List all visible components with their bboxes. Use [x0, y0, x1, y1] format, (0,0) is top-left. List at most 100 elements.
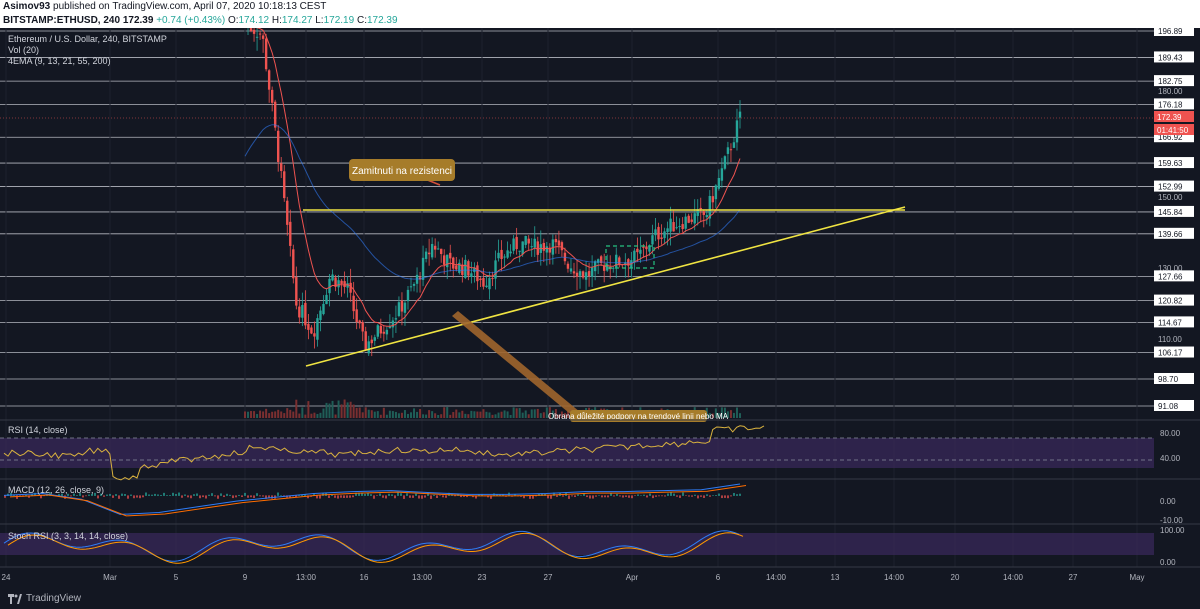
footer-brand[interactable]: TradingView: [26, 593, 82, 604]
macd-histogram-bar: [586, 495, 588, 498]
volume-bar: [503, 410, 506, 418]
ema-legend[interactable]: 4EMA (9, 13, 21, 55, 200): [8, 56, 111, 66]
time-axis-label: 9: [243, 573, 248, 582]
ascending-trendline[interactable]: [305, 206, 906, 367]
consolidation-box: [605, 245, 655, 269]
candle-body: [512, 238, 515, 251]
macd-histogram-bar: [595, 495, 597, 497]
rsi-pane[interactable]: RSI (14, close) 80.00 40.00: [0, 425, 1181, 481]
volume-bar: [337, 400, 340, 418]
last-price: 172.39: [122, 15, 154, 26]
macd-histogram-bar: [625, 495, 627, 497]
candle-body: [334, 277, 337, 287]
macd-histogram-bar: [382, 495, 384, 498]
price-scale-label: 152.99: [1158, 183, 1183, 192]
volume-bar: [358, 407, 361, 418]
macd-histogram-bar: [334, 495, 336, 498]
candle-body: [663, 231, 666, 239]
volume-bar: [476, 411, 479, 418]
candle-body: [358, 320, 361, 324]
candle-body: [494, 260, 497, 279]
volume-bar: [406, 413, 409, 418]
macd-histogram-bar: [694, 494, 696, 496]
candle-body: [418, 277, 422, 280]
candle-body: [524, 235, 527, 245]
price-scale-label: 196.89: [1158, 28, 1183, 36]
candle-body: [479, 278, 482, 281]
volume-bar: [361, 412, 364, 418]
volume-bar: [370, 410, 373, 418]
macd-histogram-bar: [184, 494, 186, 496]
support-callout[interactable]: Obrana důležité podpory na trendové lini…: [452, 311, 729, 422]
macd-histogram-bar: [604, 495, 606, 498]
candle-body: [446, 254, 449, 268]
volume-bar: [437, 414, 440, 418]
candle-body: [439, 248, 443, 254]
macd-histogram-bar: [88, 494, 90, 496]
macd-histogram-bar: [646, 495, 648, 498]
macd-histogram-bar: [733, 492, 735, 496]
volume-bar: [551, 410, 554, 418]
volume-bar: [735, 407, 738, 418]
candle-body: [328, 278, 331, 294]
macd-histogram-bar: [628, 495, 630, 498]
price-scale-label: 139.66: [1158, 230, 1183, 239]
macd-histogram-bar: [556, 495, 558, 497]
candle-body: [720, 168, 724, 181]
volume-bar: [527, 414, 530, 418]
publisher-name[interactable]: Asimov93: [3, 1, 51, 12]
volume-bar: [708, 413, 711, 418]
symbol-name[interactable]: BITSTAMP:ETHUSD, 240: [3, 15, 121, 26]
candle-body: [280, 163, 283, 171]
time-axis-label: 27: [1069, 573, 1078, 582]
macd-histogram-bar: [187, 495, 189, 498]
time-grid: [5, 28, 1138, 567]
macd-histogram-bar: [346, 495, 348, 498]
volume-bar: [292, 411, 295, 418]
macd-histogram-bar: [169, 495, 171, 496]
macd-histogram-bar: [25, 494, 27, 496]
ema-line-red: [256, 28, 741, 327]
volume-bar: [244, 411, 246, 418]
candle-body: [304, 302, 307, 326]
price-scale-label: 150.00: [1158, 193, 1183, 202]
macd-histogram-bar: [340, 495, 342, 498]
candle-body: [636, 248, 639, 253]
volume-bar: [325, 402, 328, 418]
macd-histogram-bar: [466, 495, 468, 498]
candle-body: [295, 277, 298, 306]
volume-legend[interactable]: Vol (20): [8, 45, 39, 55]
macd-pane[interactable]: MACD (12, 26, close, 9) 0.00 -10.00: [3, 483, 1183, 525]
macd-histogram-bar: [463, 495, 465, 497]
resistance-callout[interactable]: Zamitnuti na rezistenci: [349, 159, 455, 186]
macd-histogram-bar: [391, 494, 393, 496]
rsi-label: RSI (14, close): [8, 425, 68, 435]
chart-title-legend[interactable]: Ethereum / U.S. Dollar, 240, BITSTAMP: [8, 34, 167, 44]
candle-body: [545, 246, 549, 253]
volume-bar: [379, 414, 382, 418]
chart-canvas[interactable]: Zamitnuti na rezistenci Obrana důležité …: [0, 28, 1200, 589]
symbol-info-bar: BITSTAMP:ETHUSD, 240 172.39 +0.74 (+0.43…: [0, 14, 1200, 28]
bar-countdown: 01:41:50: [1157, 126, 1189, 135]
candle-body: [467, 261, 470, 276]
macd-histogram-bar: [259, 495, 261, 497]
volume-bar: [286, 408, 289, 418]
stoch-rsi-pane[interactable]: Stoch RSI (3, 3, 14, 14, close) 100.00 0…: [0, 526, 1185, 567]
macd-histogram-bar: [364, 493, 366, 496]
macd-level-neg10: -10.00: [1160, 516, 1183, 525]
macd-histogram-bar: [94, 492, 96, 496]
macd-histogram-bar: [550, 495, 552, 499]
candle-body: [343, 281, 346, 288]
volume-bar: [304, 414, 307, 418]
macd-histogram-bar: [157, 494, 159, 496]
macd-histogram-bar: [616, 494, 618, 496]
volume-bar: [491, 414, 494, 418]
candle-body: [681, 224, 684, 230]
volume-bar: [400, 412, 403, 418]
volume-bar: [467, 414, 470, 418]
macd-histogram-bar: [76, 495, 78, 496]
macd-histogram-bar: [67, 493, 69, 496]
time-axis[interactable]: 24 Mar 5 9 13:00 16 13:00 23 27 Apr 6 14:00 13 14:00 2…: [2, 573, 1145, 582]
candle-body: [702, 211, 705, 215]
